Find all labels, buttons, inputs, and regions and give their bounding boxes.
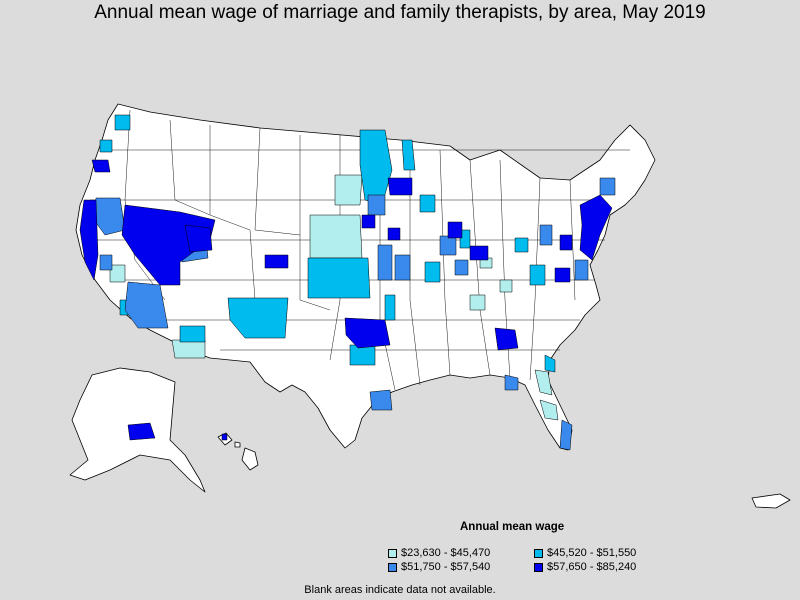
- legend-label: $57,650 - $85,240: [547, 561, 637, 573]
- hawaii-island: [241, 447, 259, 471]
- map-title: Annual mean wage of marriage and family …: [94, 2, 706, 23]
- puerto-rico-outline: [751, 493, 791, 509]
- legend-item-3: $51,750 - $57,540: [388, 561, 490, 573]
- legend-label: $51,750 - $57,540: [401, 561, 491, 573]
- legend-swatch: [534, 562, 543, 572]
- legend-swatch: [388, 548, 397, 558]
- legend-title: Annual mean wage: [460, 521, 565, 533]
- legend-label: $45,520 - $51,550: [547, 547, 637, 559]
- legend-item-2: $45,520 - $51,550: [534, 547, 636, 559]
- hawaii-island: [234, 441, 241, 448]
- legend-item-4: $57,650 - $85,240: [534, 561, 636, 573]
- legend-item-1: $23,630 - $45,470: [388, 547, 490, 559]
- legend-label: $23,630 - $45,470: [401, 547, 491, 559]
- legend-swatch: [388, 562, 397, 572]
- blank-areas-note: Blank areas indicate data not available.: [304, 584, 496, 596]
- legend-swatch: [534, 548, 543, 558]
